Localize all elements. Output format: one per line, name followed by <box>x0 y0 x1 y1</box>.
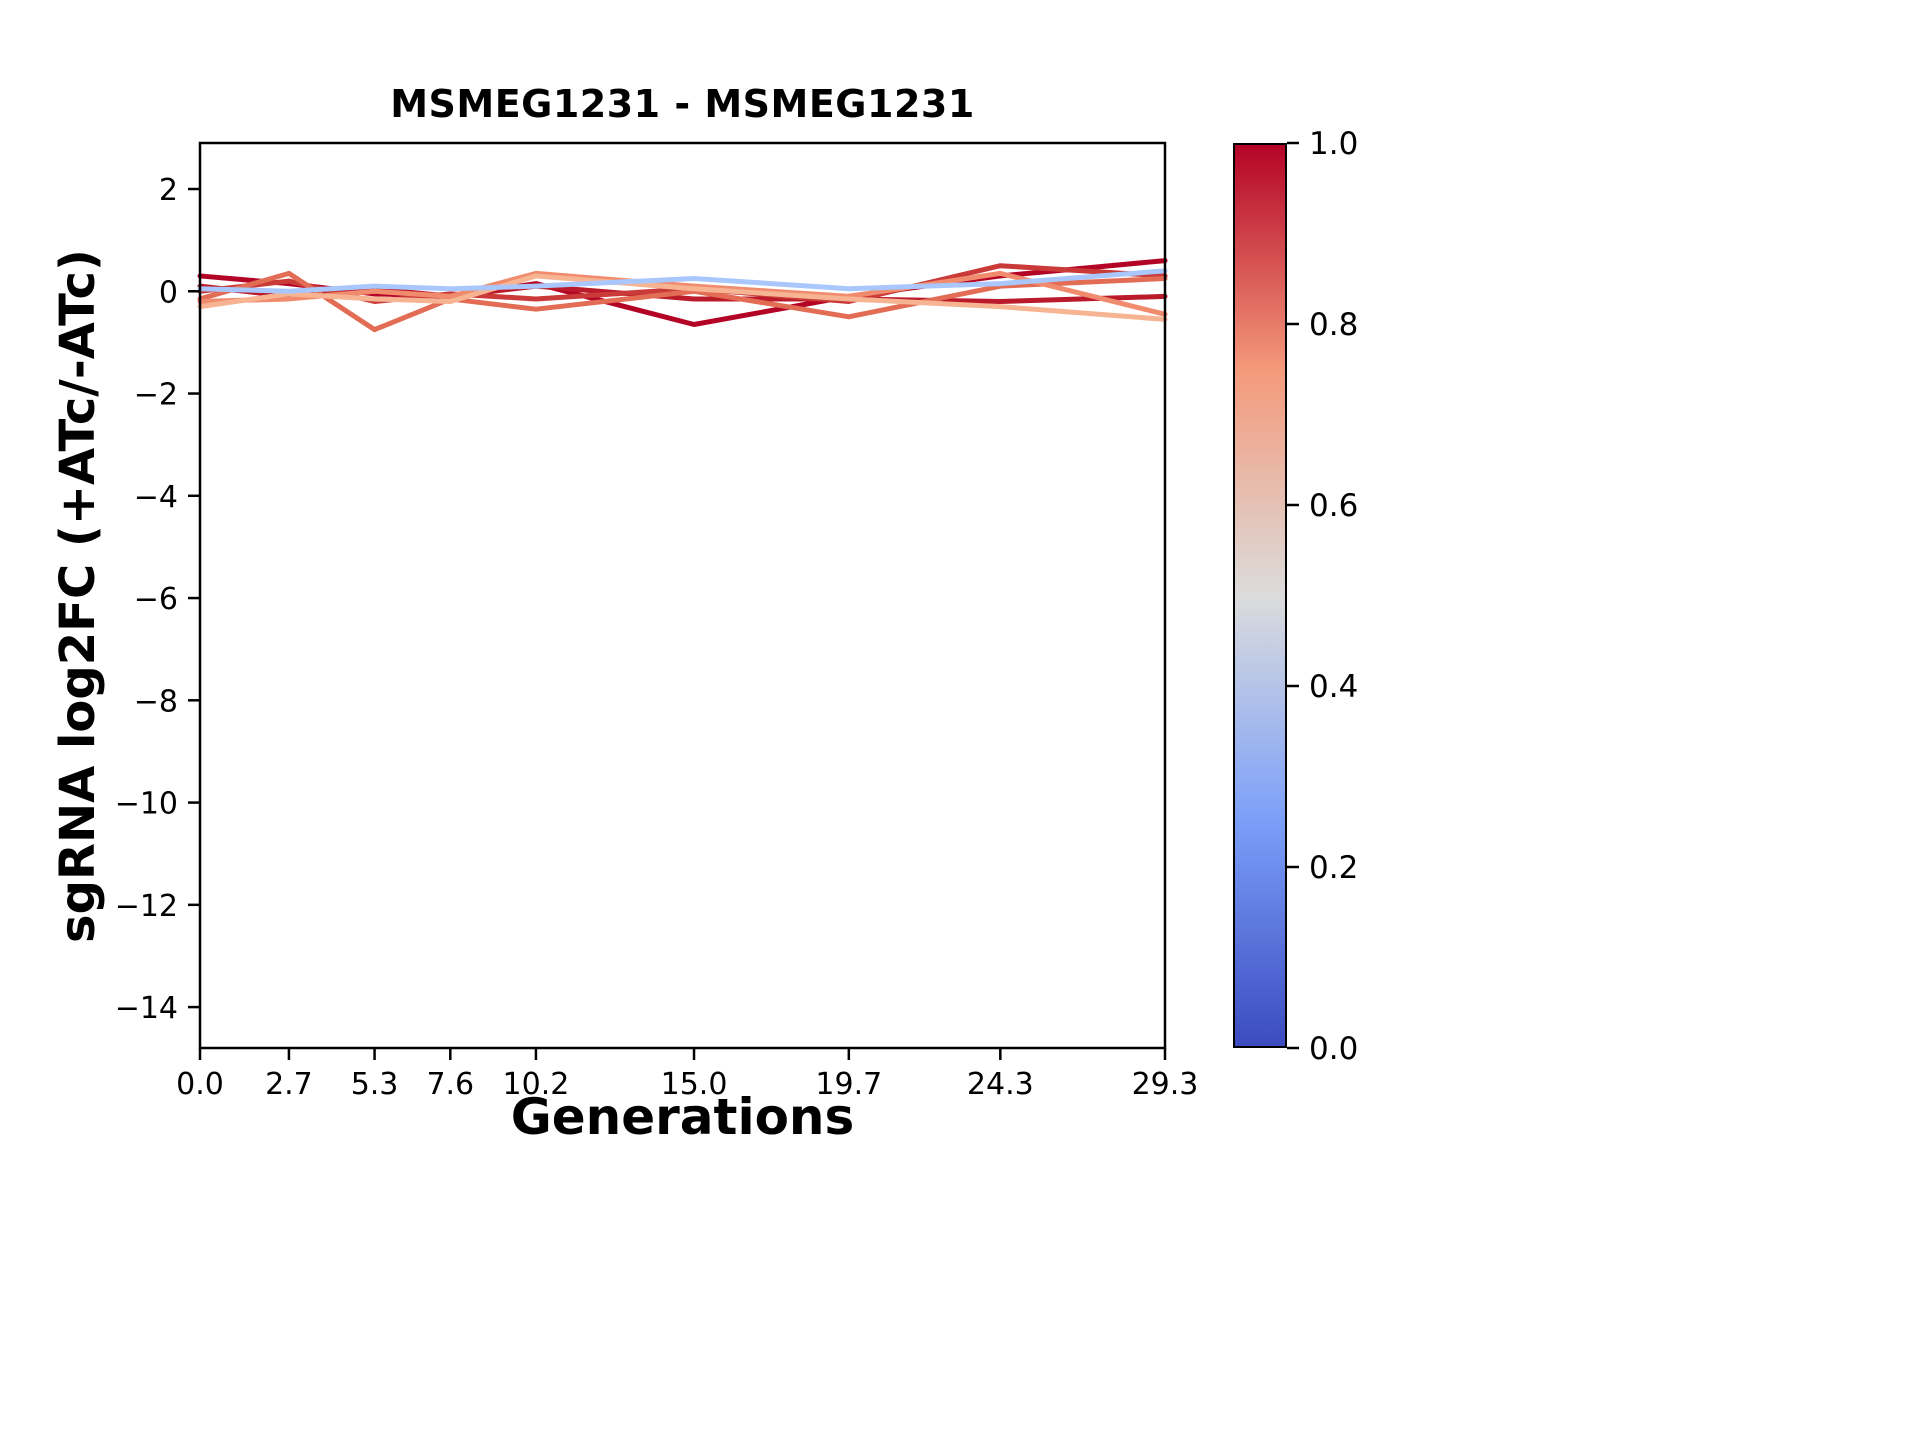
colorbar-gradient <box>1233 143 1287 1048</box>
y-tick-label: −4 <box>134 480 178 515</box>
y-tick-label: 2 <box>159 173 178 208</box>
y-tick-label: −6 <box>134 582 178 617</box>
x-tick-label: 19.7 <box>815 1067 882 1102</box>
x-tick-label: 10.2 <box>503 1067 570 1102</box>
y-tick-label: −12 <box>115 889 178 924</box>
colorbar-tick-label: 0.8 <box>1309 307 1358 343</box>
x-tick-label: 2.7 <box>265 1067 313 1102</box>
series-line-4 <box>197 270 1168 333</box>
colorbar-tick-label: 0.6 <box>1309 488 1358 524</box>
y-tick-label: −10 <box>115 787 178 822</box>
colorbar-tick-label: 0.2 <box>1309 850 1358 886</box>
y-tick-label: −8 <box>134 684 178 719</box>
colorbar-tick-label: 0.4 <box>1309 669 1358 705</box>
x-tick-label: 29.3 <box>1132 1067 1199 1102</box>
x-tick-label: 5.3 <box>351 1067 399 1102</box>
colorbar-tick-label: 1.0 <box>1309 126 1358 162</box>
colorbar-tick-label: 0.0 <box>1309 1031 1358 1067</box>
axes-frame <box>198 141 1167 1050</box>
x-tick-label: 7.6 <box>426 1067 474 1102</box>
x-axis-label: Generations <box>510 1088 855 1146</box>
x-tick-label: 24.3 <box>967 1067 1034 1102</box>
series-line-6 <box>197 273 1168 322</box>
x-tick-label: 0.0 <box>176 1067 224 1102</box>
x-tick-label: 15.0 <box>661 1067 728 1102</box>
series-line-7 <box>197 268 1168 294</box>
y-tick-label: 0 <box>159 275 178 310</box>
y-tick-label: −14 <box>115 991 178 1026</box>
chart-title: MSMEG1231 - MSMEG1231 <box>390 82 975 126</box>
y-tick-label: −2 <box>134 378 178 413</box>
